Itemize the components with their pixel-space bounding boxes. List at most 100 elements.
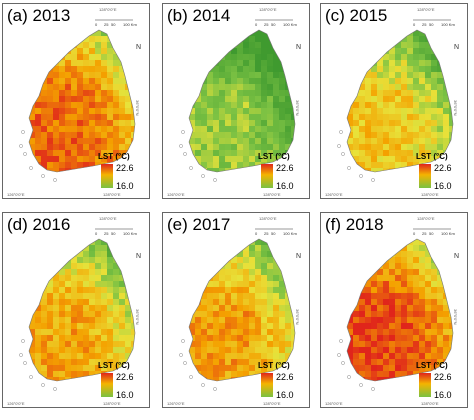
lst-cell: [291, 126, 295, 132]
lst-cell: [95, 114, 101, 120]
lst-cell: [377, 341, 383, 347]
lst-cell: [65, 293, 71, 299]
lst-cell: [261, 269, 267, 275]
lst-cell: [425, 102, 431, 108]
lat-tick: 36°0'0"N: [295, 100, 300, 116]
lst-cell: [125, 311, 131, 317]
lst-cell: [237, 78, 243, 84]
lst-cell: [183, 293, 189, 299]
lst-cell: [107, 54, 113, 60]
lst-cell: [261, 263, 267, 269]
lst-cell: [207, 245, 213, 251]
lst-cell: [237, 84, 243, 90]
lst-cell: [107, 30, 113, 36]
lst-cell: [95, 287, 101, 293]
lst-cell: [29, 281, 35, 287]
lst-cell: [353, 311, 359, 317]
lst-cell: [77, 150, 83, 156]
lst-cell: [371, 335, 377, 341]
lst-cell: [279, 299, 285, 305]
lst-cell: [261, 323, 267, 329]
lst-cell: [89, 317, 95, 323]
lst-cell: [297, 120, 303, 126]
lst-cell: [341, 48, 347, 54]
lst-cell: [41, 162, 47, 168]
lst-cell: [371, 120, 377, 126]
lst-cell: [255, 66, 261, 72]
lst-cell: [23, 293, 29, 299]
lst-cell: [359, 144, 365, 150]
lst-cell: [347, 144, 353, 150]
lst-cell: [261, 275, 267, 281]
lst-cell: [101, 365, 107, 371]
lst-cell: [201, 311, 207, 317]
lst-cell: [113, 114, 119, 120]
lst-cell: [23, 30, 29, 36]
lst-cell: [219, 377, 225, 381]
lst-cell: [297, 150, 303, 156]
lst-cell: [347, 42, 353, 48]
lst-cell: [77, 275, 83, 281]
lst-cell: [89, 84, 95, 90]
lst-cell: [65, 36, 71, 42]
lst-cell: [41, 263, 47, 269]
lst-cell: [455, 341, 461, 347]
lst-cell: [437, 138, 443, 144]
lst-cell: [279, 263, 285, 269]
lst-cell: [89, 168, 95, 172]
lon-tick-bottom-2: 128°0'0"E: [103, 401, 121, 406]
lst-cell: [401, 84, 407, 90]
lst-cell: [359, 168, 365, 172]
lst-cell: [113, 72, 119, 78]
lst-cell: [213, 311, 219, 317]
lst-cell: [89, 341, 95, 347]
lst-cell: [29, 353, 35, 359]
lst-cell: [71, 323, 77, 329]
lst-cell: [195, 30, 201, 36]
lst-cell: [425, 108, 431, 114]
lst-cell: [59, 84, 65, 90]
lst-cell: [189, 156, 195, 162]
lst-cell: [71, 102, 77, 108]
lst-cell: [395, 150, 401, 156]
lst-cell: [291, 359, 295, 365]
scale-50: 50: [271, 22, 276, 27]
island: [181, 339, 185, 343]
lst-cell: [347, 30, 353, 36]
lst-cell: [359, 323, 365, 329]
lst-cell: [225, 150, 231, 156]
lst-cell: [279, 335, 285, 341]
lst-cell: [249, 108, 255, 114]
lst-cell: [341, 263, 347, 269]
lst-cell: [449, 341, 453, 347]
lst-cell: [131, 84, 135, 90]
lst-cell: [183, 30, 189, 36]
island: [19, 144, 23, 148]
lst-cell: [225, 126, 231, 132]
lst-cell: [95, 138, 101, 144]
lst-cell: [377, 150, 383, 156]
lst-cell: [249, 120, 255, 126]
lst-cell: [137, 24, 143, 30]
lst-cell: [59, 293, 65, 299]
lst-cell: [359, 42, 365, 48]
lst-cell: [113, 251, 119, 257]
lst-cell: [29, 84, 35, 90]
lst-cell: [231, 347, 237, 353]
lst-cell: [107, 66, 113, 72]
lst-cell: [189, 353, 195, 359]
lst-cell: [189, 72, 195, 78]
lst-cell: [77, 138, 83, 144]
legend-title: LST (°C): [258, 152, 290, 161]
lst-cell: [119, 90, 125, 96]
lst-cell: [341, 156, 347, 162]
lst-cell: [449, 36, 453, 42]
lst-cell: [341, 347, 347, 353]
lst-cell: [237, 24, 243, 30]
lst-cell: [195, 287, 201, 293]
lst-cell: [413, 299, 419, 305]
lst-cell: [47, 78, 53, 84]
lst-cell: [353, 347, 359, 353]
lst-cell: [83, 341, 89, 347]
lst-cell: [365, 365, 371, 371]
